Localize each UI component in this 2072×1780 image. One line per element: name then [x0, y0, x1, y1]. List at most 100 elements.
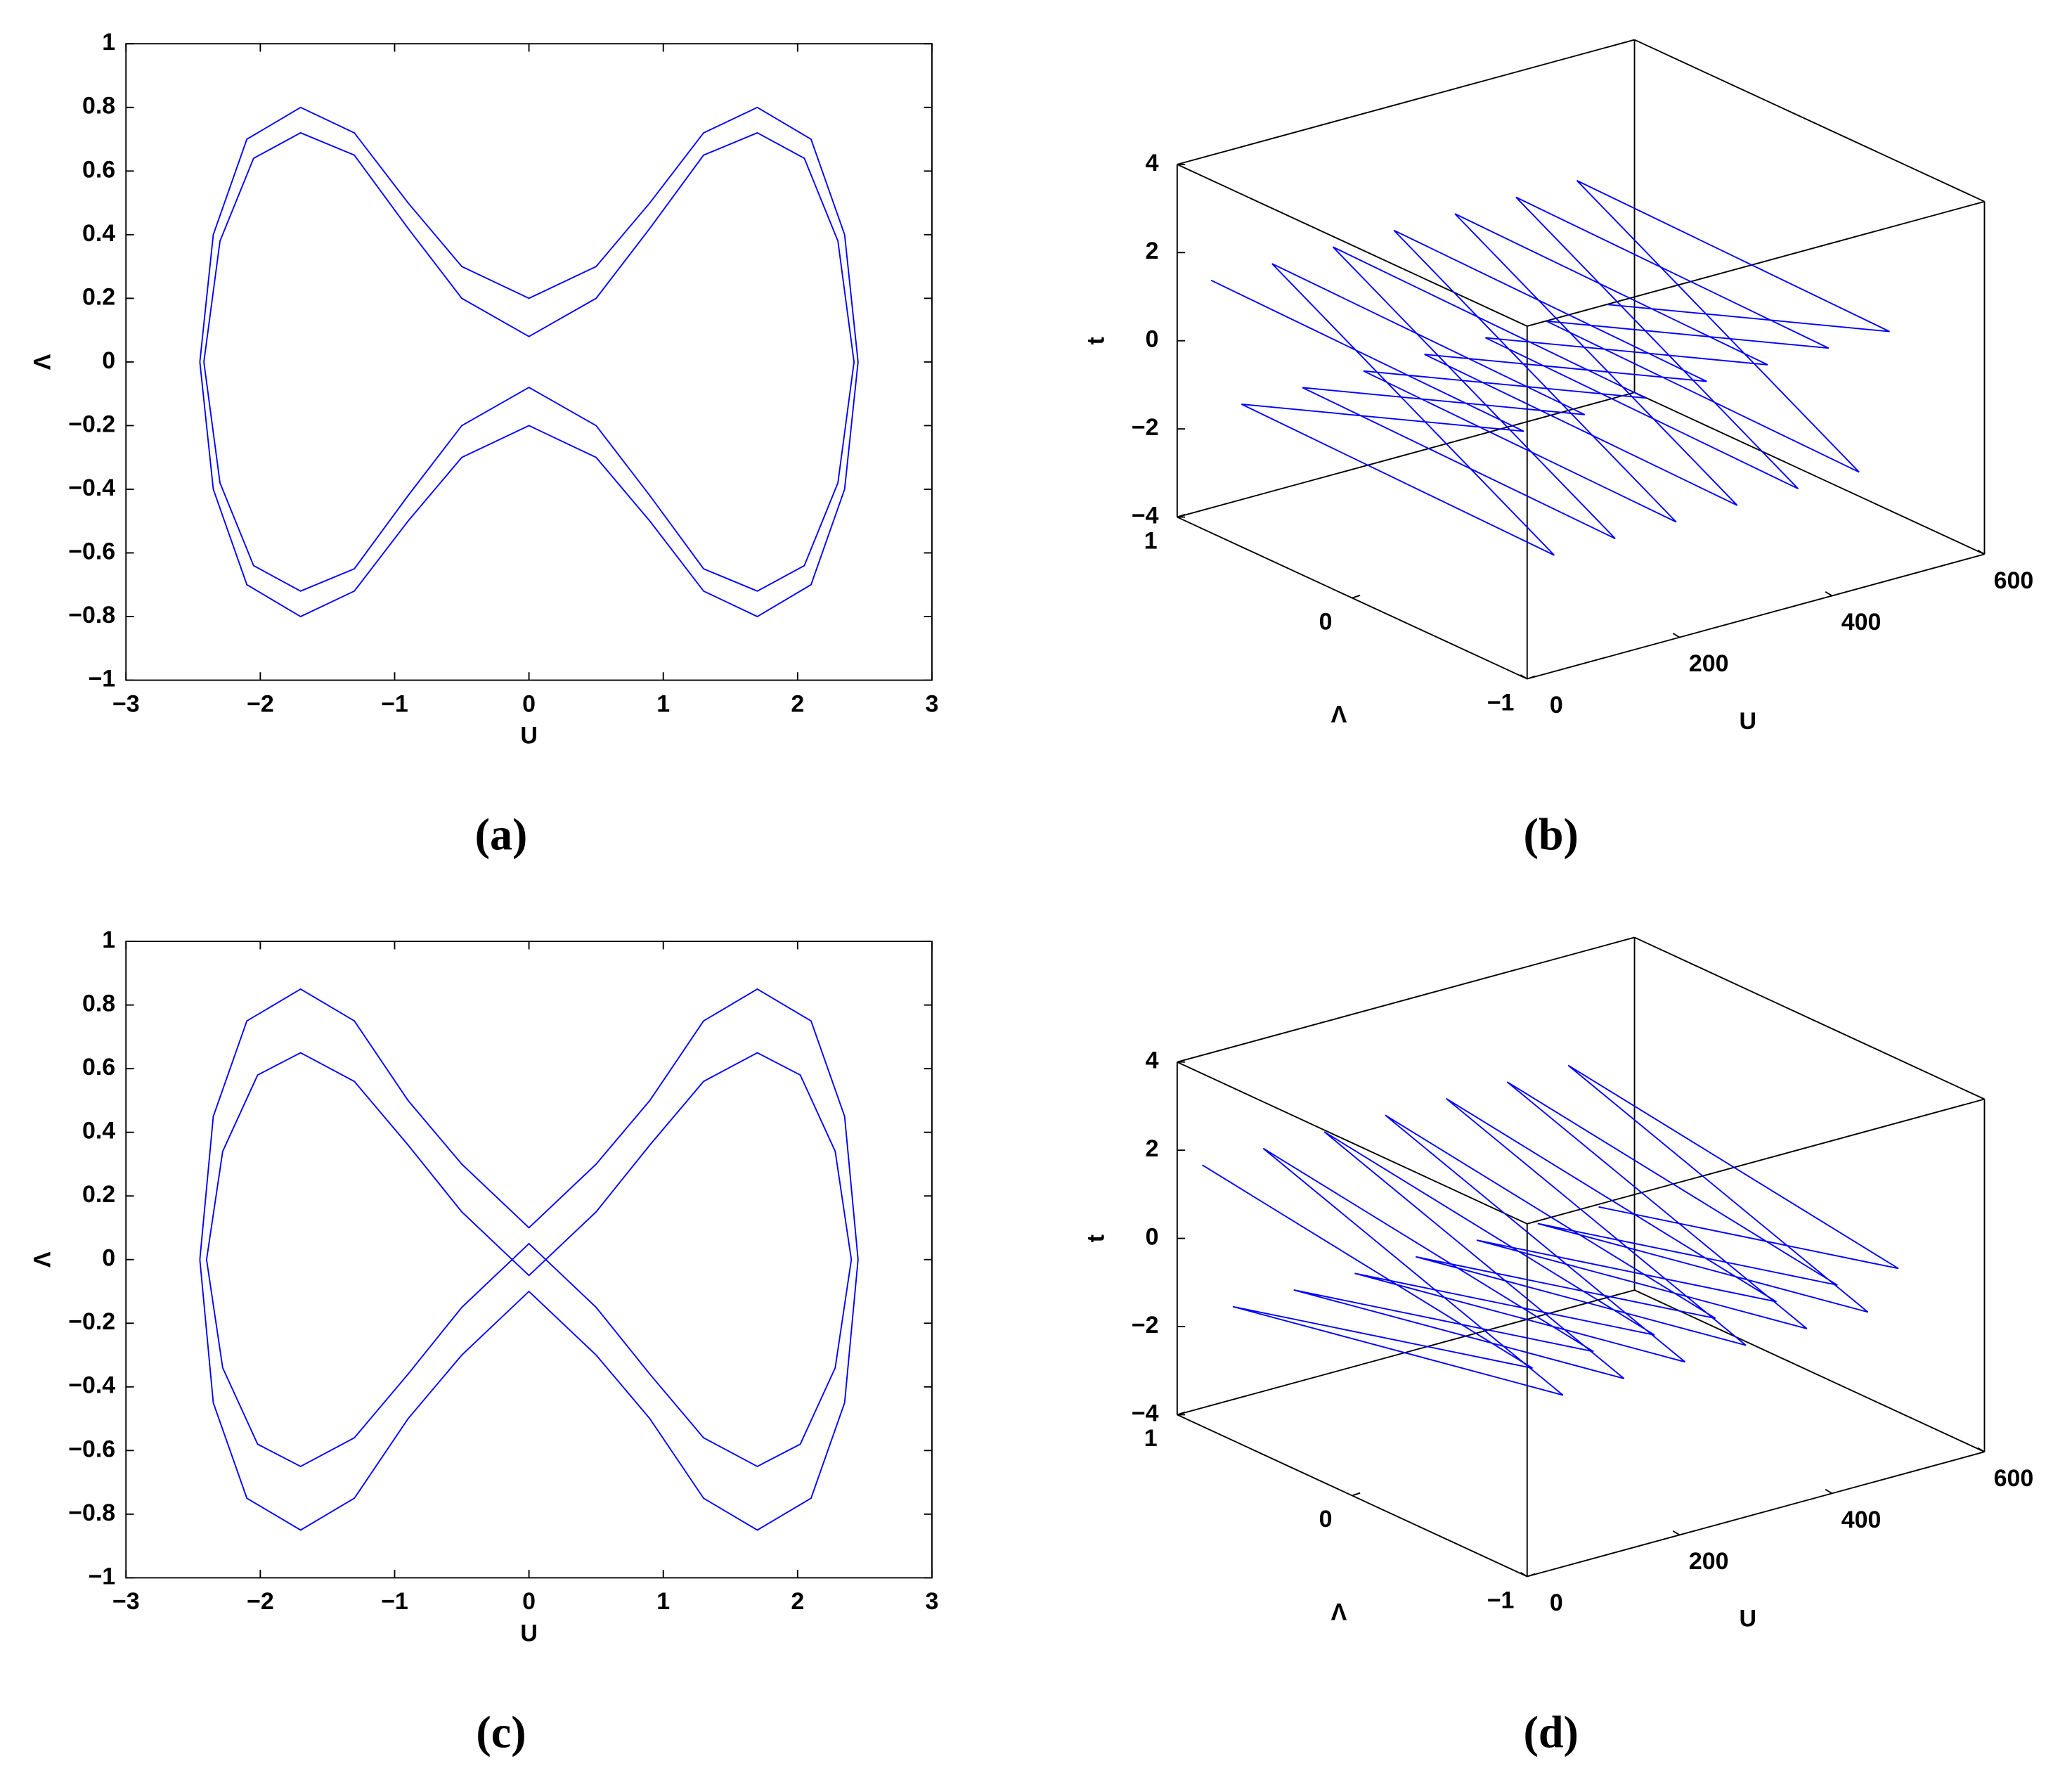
x-tick	[1672, 1530, 1681, 1536]
y-tick-label: −1	[88, 666, 115, 692]
x-tick	[1520, 674, 1528, 680]
y-tick-label: −1	[88, 1563, 115, 1589]
trajectory	[1210, 179, 1890, 556]
z-tick-label: 2	[1146, 1135, 1159, 1162]
box-edge	[1527, 200, 1985, 327]
y-tick-label: 0.8	[82, 93, 115, 120]
x-tick-label: 0	[522, 690, 536, 717]
x-tick-label: 400	[1841, 1507, 1882, 1533]
z-tick-label: −2	[1132, 1312, 1159, 1339]
box-edge	[1177, 39, 1635, 165]
panel-caption: (c)	[476, 1707, 526, 1757]
x-tick-label: 2	[791, 690, 804, 717]
box-edge	[1634, 392, 1985, 555]
y-tick-label: −0.2	[68, 411, 115, 437]
y-tick	[1527, 1573, 1536, 1578]
box-edge	[1177, 1061, 1528, 1225]
x-tick	[1825, 591, 1833, 597]
y-tick	[1177, 513, 1186, 518]
x-tick-label: 600	[1994, 567, 2034, 594]
y-axis-label: Λ	[1331, 1599, 1347, 1625]
x-tick-label: −3	[112, 1588, 140, 1615]
x-tick	[1672, 633, 1681, 638]
y-tick	[1352, 1492, 1361, 1497]
x-tick-label: 200	[1689, 650, 1729, 677]
y-tick	[1352, 594, 1361, 599]
y-tick-label: 1	[102, 29, 115, 56]
x-tick-label: −2	[247, 690, 274, 717]
box-edge	[1527, 1451, 1985, 1578]
y-axis-label: Λ	[29, 354, 56, 370]
x-tick-label: 0	[522, 1588, 536, 1615]
panel-caption: (a)	[475, 810, 528, 860]
x-tick-label: 1	[656, 1588, 670, 1615]
box-edge	[1177, 392, 1635, 518]
panel-caption: (d)	[1524, 1707, 1579, 1757]
y-tick-label: 0.6	[82, 1054, 115, 1081]
y-axis-label: Λ	[1331, 701, 1347, 728]
y-tick-label: −0.6	[68, 1436, 115, 1462]
x-axis-label: U	[1740, 708, 1757, 735]
box-edge	[1527, 553, 1985, 680]
y-axis-label: Λ	[29, 1251, 56, 1268]
y-tick-label: −1	[1487, 1587, 1515, 1613]
y-tick-label: −0.8	[68, 602, 115, 628]
x-tick-label: 3	[926, 690, 939, 717]
z-tick-label: 4	[1146, 150, 1159, 176]
y-tick-label: −0.4	[68, 475, 115, 501]
x-tick-label: 2	[791, 1588, 804, 1615]
box-edge	[1177, 164, 1528, 327]
z-tick-label: 0	[1146, 1224, 1159, 1251]
y-tick-label: 0.2	[82, 283, 115, 310]
y-tick-label: −0.6	[68, 538, 115, 565]
plot-frame	[125, 941, 933, 1579]
y-tick-label: −0.4	[68, 1372, 115, 1399]
y-tick-label: −1	[1487, 689, 1515, 716]
panel-caption: (b)	[1524, 810, 1579, 860]
y-tick-label: 1	[102, 927, 115, 953]
x-tick-label: 0	[1550, 1589, 1563, 1616]
z-tick-label: −4	[1132, 1400, 1159, 1426]
z-axis-label: t	[1083, 337, 1110, 344]
box-edge	[1634, 936, 1985, 1100]
x-axis-label: U	[520, 1620, 538, 1646]
y-tick	[1527, 675, 1536, 680]
y-tick-label: 0.8	[82, 991, 115, 1017]
trajectory	[199, 988, 859, 1531]
x-axis-label: U	[520, 723, 538, 749]
x-tick-label: 0	[1550, 692, 1563, 718]
z-tick-label: −4	[1132, 503, 1159, 529]
z-tick-label: −2	[1132, 414, 1159, 441]
y-tick-label: −0.2	[68, 1308, 115, 1335]
x-tick-label: 1	[656, 690, 670, 717]
x-tick	[1825, 1488, 1833, 1495]
x-tick-label: −1	[381, 1588, 408, 1615]
x-tick-label: 600	[1994, 1465, 2034, 1492]
y-tick-label: 0	[102, 1245, 115, 1272]
x-tick	[1977, 1447, 1985, 1453]
box-edge	[1634, 39, 1985, 202]
y-tick-label: 0.4	[82, 1118, 115, 1144]
z-tick-label: 0	[1146, 326, 1159, 353]
x-tick-label: 200	[1689, 1548, 1729, 1575]
x-tick-label: −3	[112, 690, 140, 717]
x-tick-label: −1	[381, 690, 408, 717]
trajectory	[1202, 1064, 1899, 1396]
y-tick-label: 0	[102, 347, 115, 374]
z-tick-label: 4	[1146, 1047, 1159, 1074]
x-tick-label: −2	[247, 1588, 274, 1615]
trajectory	[199, 106, 859, 618]
y-tick-label: 1	[1144, 527, 1158, 554]
box-edge	[1527, 1098, 1985, 1225]
box-edge	[1177, 936, 1635, 1063]
z-tick-label: 2	[1146, 238, 1159, 264]
x-tick	[1520, 1572, 1528, 1578]
y-tick-label: 0.6	[82, 156, 115, 183]
y-tick	[1177, 1411, 1186, 1416]
box-edge	[1634, 1289, 1985, 1453]
x-tick-label: 3	[926, 1588, 939, 1615]
y-tick-label: 0	[1319, 1506, 1333, 1533]
y-tick-label: 0	[1319, 608, 1333, 635]
y-tick-label: 1	[1144, 1425, 1158, 1452]
